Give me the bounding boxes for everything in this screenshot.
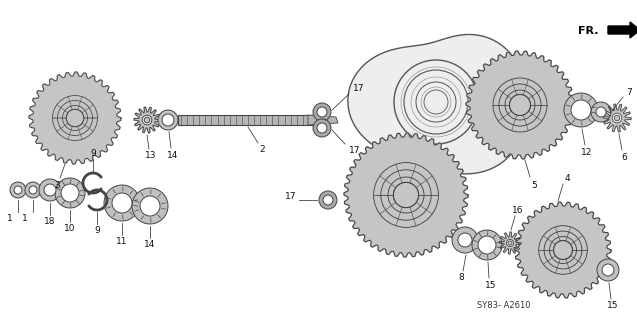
Circle shape (144, 117, 150, 123)
Text: FR.: FR. (578, 26, 599, 36)
Circle shape (140, 196, 160, 216)
Circle shape (510, 94, 531, 116)
Text: 8: 8 (458, 274, 464, 283)
Circle shape (14, 186, 22, 194)
Circle shape (55, 178, 85, 208)
Polygon shape (344, 133, 468, 257)
Circle shape (602, 264, 614, 276)
Circle shape (614, 115, 620, 121)
Text: 5: 5 (531, 180, 537, 189)
Text: 15: 15 (485, 281, 497, 290)
Circle shape (554, 241, 573, 260)
Circle shape (61, 184, 79, 202)
Text: 10: 10 (64, 223, 76, 233)
Text: 15: 15 (607, 301, 619, 310)
Text: 13: 13 (145, 150, 157, 159)
Polygon shape (608, 22, 637, 38)
Text: 16: 16 (512, 205, 524, 214)
Circle shape (508, 241, 512, 245)
Circle shape (478, 236, 496, 254)
Circle shape (66, 109, 83, 127)
Polygon shape (178, 115, 318, 125)
Text: 12: 12 (582, 148, 592, 156)
Polygon shape (308, 115, 338, 125)
Text: 9: 9 (90, 148, 96, 157)
Text: 1: 1 (22, 213, 28, 222)
Circle shape (452, 227, 478, 253)
Circle shape (591, 102, 611, 122)
Polygon shape (499, 232, 521, 254)
Circle shape (44, 184, 56, 196)
Circle shape (571, 100, 591, 120)
Circle shape (596, 107, 606, 117)
Text: 2: 2 (259, 145, 265, 154)
Circle shape (313, 103, 331, 121)
Circle shape (112, 193, 132, 213)
Polygon shape (515, 202, 611, 298)
Circle shape (313, 119, 331, 137)
Text: 17: 17 (285, 191, 297, 201)
Polygon shape (348, 35, 529, 174)
Circle shape (506, 239, 513, 247)
Text: 17: 17 (349, 146, 361, 155)
Text: 14: 14 (145, 239, 155, 249)
Polygon shape (603, 104, 631, 132)
Polygon shape (29, 72, 121, 164)
Text: 3: 3 (54, 180, 60, 189)
Circle shape (158, 110, 178, 130)
Circle shape (597, 259, 619, 281)
Circle shape (317, 123, 327, 133)
Circle shape (104, 185, 140, 221)
Circle shape (142, 115, 152, 125)
Circle shape (458, 233, 472, 247)
Circle shape (319, 191, 337, 209)
Circle shape (612, 113, 622, 123)
Circle shape (132, 188, 168, 224)
Polygon shape (466, 51, 574, 159)
Text: 17: 17 (354, 84, 365, 92)
Text: 11: 11 (116, 236, 128, 245)
Circle shape (25, 182, 41, 198)
Circle shape (317, 107, 327, 117)
Circle shape (10, 182, 26, 198)
Text: SY83- A2610: SY83- A2610 (477, 300, 531, 309)
Text: 4: 4 (564, 173, 570, 182)
Text: 18: 18 (44, 217, 56, 226)
Circle shape (323, 195, 333, 205)
Circle shape (394, 182, 419, 208)
Circle shape (564, 93, 598, 127)
Circle shape (29, 186, 37, 194)
Circle shape (162, 114, 174, 126)
Circle shape (472, 230, 502, 260)
Text: 9: 9 (94, 226, 100, 235)
Circle shape (39, 179, 61, 201)
Text: 6: 6 (621, 153, 627, 162)
Polygon shape (134, 107, 160, 133)
Text: 14: 14 (168, 150, 179, 159)
Text: 1: 1 (7, 213, 13, 222)
Text: 7: 7 (626, 87, 632, 97)
